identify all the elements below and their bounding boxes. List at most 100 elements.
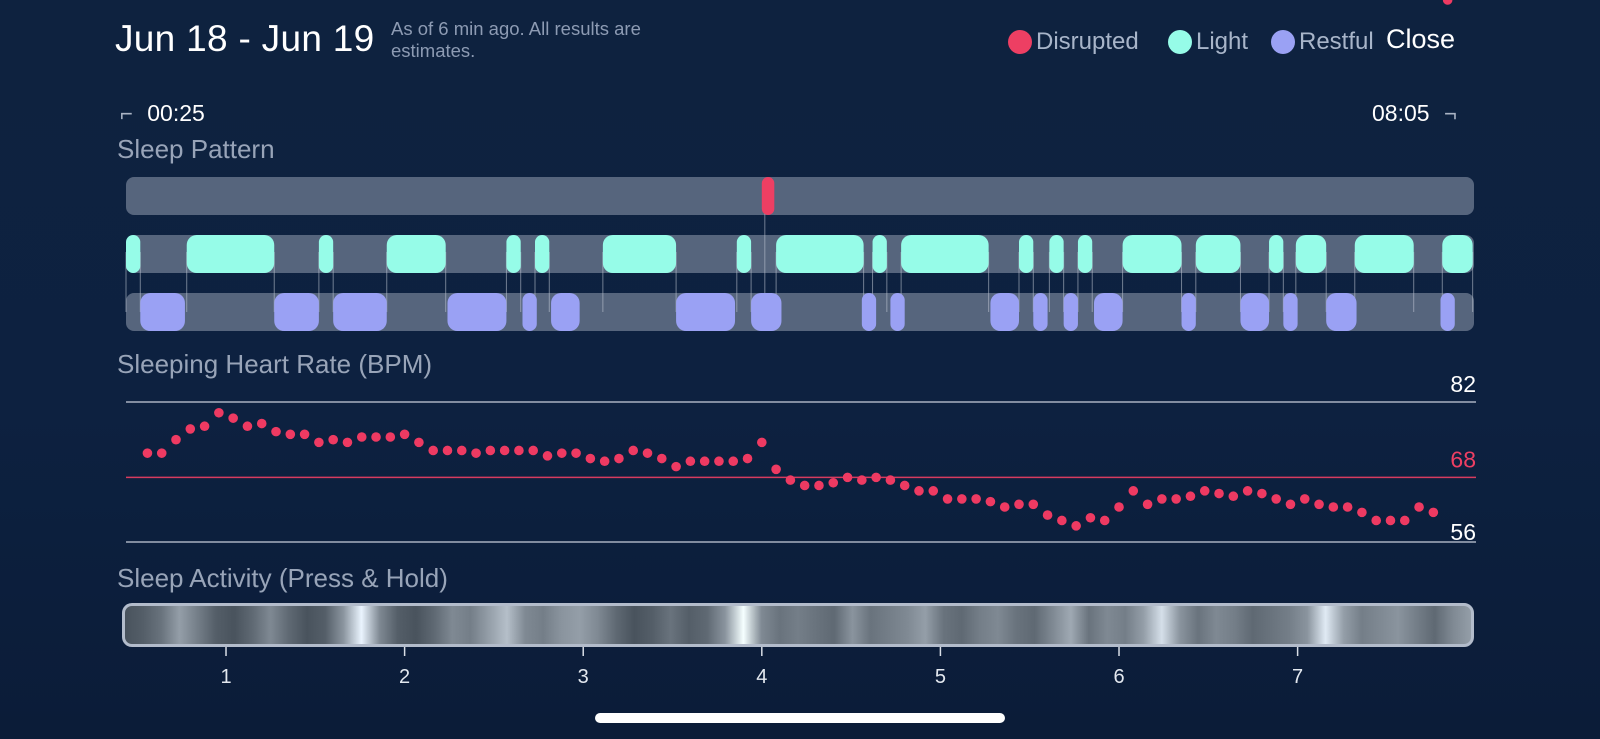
range-end[interactable]: 08:05 ¬: [1372, 100, 1457, 127]
heart-rate-point: [342, 437, 353, 448]
heart-rate-point: [1042, 510, 1053, 520]
light-segment: [1195, 235, 1241, 273]
restful-segment: [890, 293, 905, 331]
heart-rate-point: [1414, 502, 1424, 512]
range-end-time: 08:05: [1372, 100, 1430, 126]
heart-rate-point: [156, 448, 167, 458]
heart-rate-point: [785, 475, 796, 485]
restful-segment: [274, 293, 319, 331]
heart-rate-point: [571, 448, 581, 458]
heart-rate-point: [1299, 494, 1310, 504]
heart-rate-point: [1185, 491, 1196, 502]
bracket-right-icon: ¬: [1443, 101, 1457, 126]
sleep-activity-bar[interactable]: [122, 603, 1474, 647]
heart-rate-point: [428, 445, 438, 456]
heart-rate-point: [685, 456, 696, 467]
sleep-pattern-title: Sleep Pattern: [117, 134, 275, 164]
axis-tick-label: 6: [1113, 666, 1124, 688]
heart-rate-point: [857, 475, 867, 485]
heart-rate-point: [1099, 515, 1110, 526]
axis-tick-label: 5: [935, 666, 946, 688]
axis-tick-label: 4: [756, 666, 767, 688]
heart-rate-point: [299, 429, 310, 440]
last-updated-note: As of 6 min ago. All results are estimat…: [391, 18, 641, 61]
heart-rate-point: [442, 445, 453, 456]
heart-rate-point: [1128, 486, 1139, 496]
heart-rate-point: [1342, 502, 1353, 512]
heart-rate-point: [757, 437, 767, 448]
bracket-left-icon: ⌐: [120, 101, 133, 126]
legend-restful: Restful: [1271, 24, 1374, 60]
light-segment: [386, 235, 446, 273]
restful-segment: [522, 293, 537, 331]
restful-segment: [1326, 293, 1357, 331]
heart-rate-point: [614, 453, 624, 464]
restful-segment: [1240, 293, 1270, 331]
heart-rate-point: [914, 486, 924, 496]
heart-rate-title: Sleeping Heart Rate (BPM): [117, 349, 433, 379]
heart-rate-point: [185, 424, 196, 434]
light-segment: [1442, 235, 1473, 273]
heart-rate-point: [314, 437, 324, 448]
heart-rate-point: [985, 496, 996, 507]
close-button[interactable]: Close: [1385, 24, 1455, 54]
light-segment: [1049, 235, 1064, 273]
heart-rate-point: [385, 432, 396, 442]
sleep-activity-title: Sleep Activity (Press & Hold): [117, 563, 448, 593]
heart-rate-point: [999, 502, 1010, 512]
heart-rate-point: [528, 445, 539, 456]
legend-light: Light: [1168, 24, 1248, 60]
heart-rate-point: [942, 494, 953, 504]
heart-rate-point: [1271, 494, 1281, 504]
range-start[interactable]: ⌐ 00:25: [120, 100, 205, 127]
heart-rate-chart[interactable]: 82 68 56: [0, 0, 1600, 560]
heart-rate-point: [799, 480, 810, 491]
heart-rate-point: [228, 413, 238, 423]
heart-rate-point: [499, 445, 510, 456]
heart-rate-point: [1399, 515, 1410, 526]
light-segment: [1077, 235, 1093, 273]
heart-rate-point: [771, 464, 781, 475]
ref-label-68: 68: [1450, 446, 1476, 472]
restful-segment: [1033, 293, 1048, 331]
heart-rate-point: [1228, 491, 1239, 502]
heart-rate-point: [414, 437, 424, 448]
home-indicator[interactable]: [595, 713, 1005, 723]
restful-dot-icon: [1271, 30, 1295, 54]
heart-rate-point: [742, 453, 753, 464]
heart-rate-point: [1114, 502, 1124, 512]
heart-rate-point: [1057, 515, 1067, 526]
sleep-pattern-chart[interactable]: [0, 0, 1600, 340]
light-segment: [1354, 235, 1414, 273]
restful-segment: [861, 293, 877, 331]
light-dot-icon: [1168, 30, 1192, 54]
heart-rate-point: [699, 456, 710, 467]
heart-rate-point: [328, 434, 338, 445]
heart-rate-point: [628, 445, 639, 456]
heart-rate-point: [1071, 521, 1081, 531]
restful-segment: [1283, 293, 1298, 331]
heart-rate-point: [142, 448, 153, 458]
heart-rate-point: [1171, 494, 1181, 504]
heart-rate-point: [814, 480, 824, 491]
heart-rate-point: [1085, 512, 1096, 523]
heart-rate-point: [199, 421, 210, 432]
light-segment: [1269, 235, 1284, 273]
heart-rate-point: [642, 448, 653, 458]
heart-rate-point: [271, 426, 281, 437]
axis-tick-label: 3: [578, 666, 589, 688]
heart-rate-point: [256, 418, 267, 429]
heart-rate-point: [471, 448, 481, 458]
heart-rate-point: [1028, 499, 1039, 510]
heart-rate-point: [1257, 488, 1267, 499]
heart-rate-point: [957, 494, 967, 504]
restful-segment: [1094, 293, 1123, 331]
light-segment: [318, 235, 334, 273]
heart-rate-point: [1385, 515, 1396, 526]
heart-rate-point: [171, 434, 181, 445]
heart-rate-point: [1199, 486, 1210, 496]
axis-tick-label: 7: [1292, 666, 1303, 688]
light-segment: [506, 235, 521, 273]
page-title: Jun 18 - Jun 19: [115, 18, 375, 59]
disrupted-segment: [761, 177, 775, 215]
